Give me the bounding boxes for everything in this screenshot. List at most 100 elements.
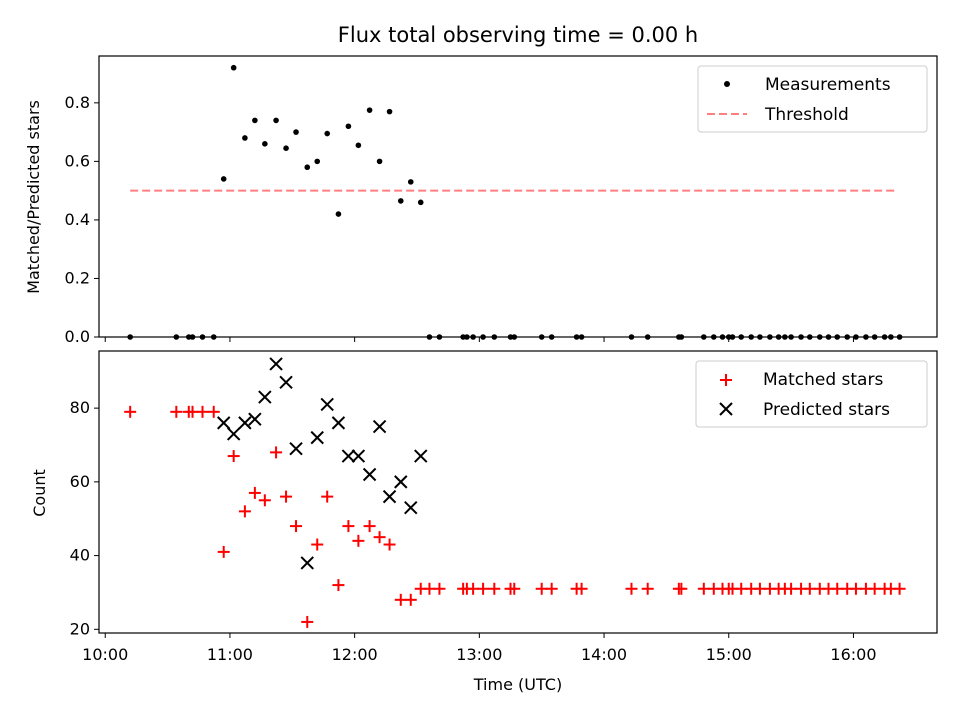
top-y-tick-label: 0.2 — [65, 268, 90, 287]
legend-predicted-marker — [719, 402, 733, 416]
measurement-point — [407, 179, 414, 185]
predicted-star-point — [414, 449, 428, 463]
measurement-point — [304, 164, 311, 171]
matched-star-point — [373, 531, 386, 544]
measurement-point — [230, 64, 237, 71]
top-y-tick-label: 0.8 — [65, 93, 90, 112]
matched-star-point — [625, 582, 638, 595]
matched-star-point — [363, 520, 376, 533]
x-tick-label: 11:00 — [207, 645, 253, 664]
predicted-star-point — [331, 416, 346, 430]
matched-star-point — [270, 446, 283, 459]
measurement-point — [397, 198, 404, 204]
matched-star-point — [217, 545, 230, 558]
matched-star-point — [342, 520, 355, 533]
predicted-star-point — [269, 357, 283, 371]
measurement-point — [386, 108, 393, 115]
matched-star-point — [641, 582, 654, 595]
matched-star-point — [258, 494, 271, 507]
matched-star-point — [575, 582, 588, 595]
matched-star-point — [311, 538, 324, 551]
matched-star-point — [433, 582, 446, 595]
predicted-star-point — [216, 416, 231, 430]
measurement-point — [324, 130, 331, 137]
measurement-point — [262, 141, 268, 147]
bottom-y-tick-label: 60 — [70, 472, 90, 491]
matched-star-point — [301, 615, 314, 628]
matched-star-point — [893, 582, 906, 595]
matched-star-point — [383, 538, 396, 551]
matched-star-point — [508, 582, 521, 595]
predicted-star-point — [226, 427, 241, 441]
matched-star-point — [488, 582, 501, 595]
top-panel: 0.00.20.40.60.8 Matched/Predicted stars … — [24, 55, 938, 346]
top-y-ticks: 0.0 0.2 0.4 0.6 0.8 — [65, 93, 99, 346]
bottom-plot-area — [124, 357, 906, 628]
predicted-star-point — [372, 419, 387, 434]
x-axis-label: Time (UTC) — [473, 675, 562, 694]
x-tick-label: 12:00 — [332, 645, 378, 664]
x-tick-label: 16:00 — [830, 645, 876, 664]
legend-measurements-marker — [724, 81, 730, 87]
predicted-star-point — [351, 449, 366, 463]
bottom-y-ticks: 20 40 60 80 — [70, 398, 99, 638]
bottom-y-tick-label: 40 — [70, 546, 90, 565]
bottom-y-tick-label: 20 — [70, 619, 90, 638]
top-y-tick-label: 0.6 — [65, 151, 90, 170]
x-tick-label: 15:00 — [706, 645, 752, 664]
matched-star-point — [477, 582, 490, 595]
matched-star-point — [290, 520, 303, 533]
measurement-point — [417, 199, 424, 206]
matched-star-point — [545, 582, 558, 595]
measurement-point — [345, 123, 352, 130]
top-x-ticks — [104, 337, 854, 342]
predicted-star-point — [248, 412, 262, 426]
x-tick-label: 13:00 — [456, 645, 502, 664]
measurement-point — [355, 142, 362, 149]
matched-star-point — [352, 534, 365, 547]
measurement-point — [376, 158, 383, 165]
measurement-point — [293, 129, 299, 135]
bottom-legend: Matched stars Predicted stars — [695, 360, 928, 428]
predicted-star-point — [289, 441, 303, 456]
measurement-point — [335, 211, 342, 217]
legend-matched-label: Matched stars — [763, 370, 883, 390]
predicted-star-point — [310, 430, 324, 445]
top-legend-box — [697, 65, 928, 133]
matched-star-point — [170, 405, 183, 418]
matched-star-point — [280, 490, 293, 503]
bottom-legend-box — [695, 360, 928, 428]
measurement-point — [252, 117, 258, 124]
measurement-point — [273, 117, 279, 124]
matched-star-point — [404, 593, 417, 606]
legend-threshold-label: Threshold — [764, 105, 849, 125]
measurement-point — [314, 158, 321, 165]
top-y-tick-label: 0.4 — [65, 210, 90, 229]
bottom-x-ticks: 10:00 11:00 12:00 13:00 14:00 15:00 16:00 — [82, 633, 877, 664]
bottom-axes-frame — [98, 350, 938, 634]
legend-measurements-label: Measurements — [765, 75, 891, 95]
measurement-point — [242, 135, 248, 141]
predicted-star-point — [341, 449, 356, 463]
top-y-tick-label: 0.0 — [65, 327, 90, 346]
matched-star-point — [332, 579, 345, 592]
measurement-point — [366, 107, 373, 113]
matched-star-point — [238, 505, 251, 518]
top-y-axis-label: Matched/Predicted stars — [24, 100, 43, 294]
predicted-star-point — [404, 500, 418, 515]
matched-star-point — [248, 486, 261, 499]
predicted-star-point — [382, 489, 397, 504]
predicted-star-point — [362, 467, 377, 482]
predicted-star-point — [238, 416, 252, 430]
matched-star-point — [124, 405, 137, 418]
matched-star-point — [675, 582, 688, 595]
legend-matched-marker — [720, 374, 732, 386]
predicted-star-point — [300, 556, 314, 570]
measurement-point — [220, 176, 227, 182]
predicted-star-point — [279, 375, 293, 390]
predicted-star-point — [320, 397, 334, 412]
matched-star-point — [321, 490, 334, 503]
top-axes-frame — [98, 55, 938, 338]
